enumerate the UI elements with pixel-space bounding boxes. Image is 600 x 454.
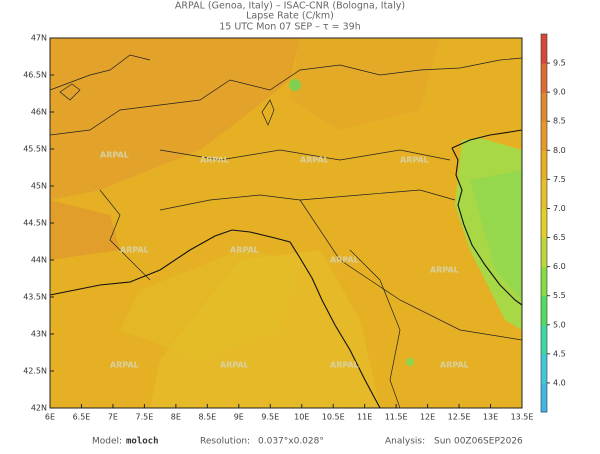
x-tick-label: 13.5E: [511, 413, 534, 422]
footer-value: 0.037°x0.028°: [258, 437, 324, 447]
x-tick-label: 7.5E: [136, 413, 154, 422]
watermark: ARPAL: [220, 361, 249, 370]
y-tick-label: 42.5N: [23, 367, 47, 376]
colorbar-swatch: [541, 237, 547, 268]
colorbar-frame: [540, 33, 548, 413]
colorbar-swatch: [541, 179, 547, 209]
colorbar-swatch: [541, 295, 547, 326]
header-line: ARPAL (Genoa, Italy) – ISAC-CNR (Bologna…: [175, 1, 405, 12]
x-tick-label: 11.5E: [385, 413, 408, 422]
y-tick-label: 44N: [31, 256, 47, 265]
footer-value: Sun 00Z06SEP2026: [434, 437, 523, 447]
colorbar-swatch: [541, 353, 547, 384]
colorbar-tick-label: 5.0: [553, 320, 566, 329]
y-tick-label: 43.5N: [23, 293, 47, 302]
footer-label: Model:: [92, 437, 122, 447]
x-tick-label: 12E: [420, 413, 435, 422]
watermark: ARPAL: [100, 151, 129, 160]
x-tick-label: 10E: [294, 413, 309, 422]
y-tick-label: 43N: [31, 330, 47, 339]
footer-label: Resolution:: [200, 437, 250, 447]
watermark: ARPAL: [400, 156, 429, 165]
watermark: ARPAL: [230, 246, 259, 255]
colorbar-tick-label: 6.5: [553, 233, 566, 242]
colorbar-tick-label: 5.5: [553, 291, 566, 300]
x-tick-label: 6.5E: [73, 413, 91, 422]
colorbar-tick-label: 4.5: [553, 349, 566, 358]
x-tick-label: 12.5E: [448, 413, 471, 422]
colorbar-swatch: [541, 208, 547, 239]
y-tick-label: 45.5N: [23, 145, 47, 154]
colorbar-tick-label: 7.5: [553, 175, 566, 184]
colorbar-tick-label: 9.0: [553, 88, 566, 97]
watermark: ARPAL: [120, 246, 149, 255]
colorbar-tick-label: 8.0: [553, 146, 566, 155]
y-tick-label: 47N: [31, 34, 47, 43]
x-tick-label: 13E: [483, 413, 498, 422]
x-tick-label: 9E: [234, 413, 244, 422]
y-tick-label: 46.5N: [23, 71, 47, 80]
colorbar-swatch: [541, 324, 547, 355]
colorbar-swatch: [541, 92, 547, 122]
footer-value: moloch: [126, 437, 159, 447]
colorbar-tick-label: 4.0: [553, 378, 566, 387]
colorbar-swatch: [541, 34, 547, 64]
y-tick-label: 44.5N: [23, 219, 47, 228]
map-field: [50, 38, 522, 408]
colorbar-tick-label: 8.5: [553, 117, 566, 126]
coastlines: [49, 54, 523, 409]
watermark: ARPAL: [330, 256, 359, 265]
colorbar-tick-label: 9.5: [553, 59, 566, 68]
watermark: ARPAL: [200, 156, 229, 165]
colorbar-tick-label: 6.0: [553, 262, 566, 271]
x-tick-label: 7E: [108, 413, 118, 422]
y-tick-label: 42N: [31, 404, 47, 413]
x-tick-label: 8E: [171, 413, 181, 422]
header-line: 15 UTC Mon 07 SEP – τ = 39h: [219, 22, 361, 33]
watermark: ARPAL: [330, 361, 359, 370]
colorbar-swatch: [541, 382, 547, 413]
colorbar-swatch: [541, 150, 547, 180]
colorbar-swatch: [541, 63, 547, 93]
watermark: ARPAL: [440, 361, 469, 370]
x-tick-label: 10.5E: [322, 413, 345, 422]
y-tick-label: 46N: [31, 108, 47, 117]
y-tick-label: 45N: [31, 182, 47, 191]
header-line: Lapse Rate (C/km): [246, 11, 334, 22]
watermark: ARPAL: [300, 156, 329, 165]
x-tick-label: 8.5E: [198, 413, 216, 422]
x-tick-label: 9.5E: [261, 413, 279, 422]
colorbar-swatch: [541, 266, 547, 297]
colorbar: 4.0 4.5 5.0 5.5 6.0 6.5 7.0 7.5 8.0 8.5 9.0 9.5: [540, 33, 566, 413]
watermark: ARPAL: [110, 361, 139, 370]
colorbar-tick-label: 7.0: [553, 204, 566, 213]
x-tick-label: 11E: [357, 413, 372, 422]
x-tick-label: 6E: [45, 413, 55, 422]
watermark: ARPAL: [430, 266, 459, 275]
colorbar-swatch: [541, 121, 547, 151]
footer-label: Analysis:: [385, 437, 425, 447]
